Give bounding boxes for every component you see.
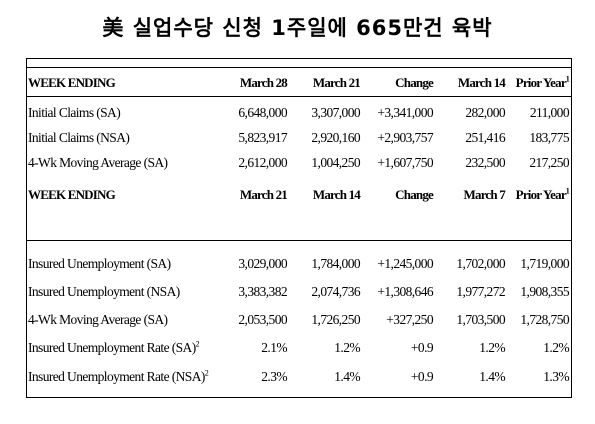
page-title: 美 실업수당 신청 1주일에 665만건 육박 [102,16,493,40]
row-label: Insured Unemployment (NSA) [28,284,180,299]
header-col-1: March 28 [239,75,288,90]
header-col-3: Change [395,75,434,90]
cell: 3,383,382 [238,284,287,299]
row-label: 4-Wk Moving Average (SA) [28,312,168,327]
header-week-ending: WEEK ENDING [28,75,116,90]
cell: +1,308,646 [377,284,433,299]
row-label: Insured Unemployment (SA) [28,256,171,271]
header-week-ending: WEEK ENDING [28,187,116,202]
cell: 1,977,272 [456,284,505,299]
row-label: Initial Claims (NSA) [28,130,130,145]
table-top-rule [27,67,571,68]
cell: 1,719,000 [520,256,569,271]
cell: 1,784,000 [311,256,360,271]
table-row: Initial Claims (SA) 6,648,000 3,307,000 … [27,102,571,124]
cell: 1,004,250 [311,155,360,170]
cell: 1.4% [479,369,505,384]
cell: 282,000 [465,105,505,120]
table-row: Insured Unemployment (SA) 3,029,000 1,78… [27,253,571,275]
cell: 1,728,750 [520,312,569,327]
cell: +0.9 [410,369,434,384]
header-col-4: March 14 [457,75,506,90]
header-col-5: Prior Year1 [515,74,570,90]
cell: 2,612,000 [238,155,287,170]
cell: 1.2% [543,340,569,355]
cell: +2,903,757 [377,130,433,145]
cell: +3,341,000 [377,105,433,120]
claims-table: WEEK ENDING March 28 March 21 Change Mar… [26,58,572,398]
cell: 6,648,000 [238,105,287,120]
header-col-2: March 14 [312,187,361,202]
cell: 232,500 [465,155,505,170]
table-row: Initial Claims (NSA) 5,823,917 2,920,160… [27,127,571,149]
cell: 5,823,917 [238,130,287,145]
row-label: Insured Unemployment Rate (SA)2 [28,339,200,355]
cell: 1.2% [479,340,505,355]
cell: 183,775 [529,130,569,145]
cell: 1.4% [334,369,360,384]
cell: 3,029,000 [238,256,287,271]
cell: 2.1% [261,340,287,355]
cell: +1,245,000 [377,256,433,271]
cell: 1,702,000 [456,256,505,271]
cell: 1,726,250 [311,312,360,327]
cell: 1.3% [543,369,569,384]
cell: 2,074,736 [311,284,360,299]
row-label: 4-Wk Moving Average (SA) [28,155,168,170]
cell: 211,000 [529,105,570,120]
cell: 2,920,160 [311,130,360,145]
cell: 1.2% [334,340,360,355]
table-row: 4-Wk Moving Average (SA) 2,053,500 1,726… [27,309,571,331]
cell: 2.3% [261,369,287,384]
header-col-1: March 21 [239,187,288,202]
header-col-2: March 21 [312,75,361,90]
cell: 217,250 [529,155,569,170]
cell: 2,053,500 [238,312,287,327]
table-row: 4-Wk Moving Average (SA) 2,612,000 1,004… [27,152,571,174]
header-col-5: Prior Year1 [515,186,570,202]
cell: +0.9 [410,340,434,355]
header-2-rule [27,240,571,241]
cell: +1,607,750 [377,155,433,170]
cell: 1,703,500 [456,312,505,327]
table-row: Insured Unemployment (NSA) 3,383,382 2,0… [27,281,571,303]
cell: 1,908,355 [520,284,569,299]
table-header-1: WEEK ENDING March 28 March 21 Change Mar… [27,72,571,94]
cell: 3,307,000 [311,105,360,120]
table-header-2: WEEK ENDING March 21 March 14 Change Mar… [27,184,571,206]
header-col-3: Change [395,187,434,202]
row-label: Insured Unemployment Rate (NSA)2 [28,368,209,384]
header-col-4: March 7 [463,187,506,202]
header-1-rule [27,96,571,97]
cell: 251,416 [465,130,505,145]
table-row: Insured Unemployment Rate (NSA)2 2.3% 1.… [27,366,571,388]
table-row: Insured Unemployment Rate (SA)2 2.1% 1.2… [27,337,571,359]
cell: +327,250 [386,312,433,327]
row-label: Initial Claims (SA) [28,105,121,120]
